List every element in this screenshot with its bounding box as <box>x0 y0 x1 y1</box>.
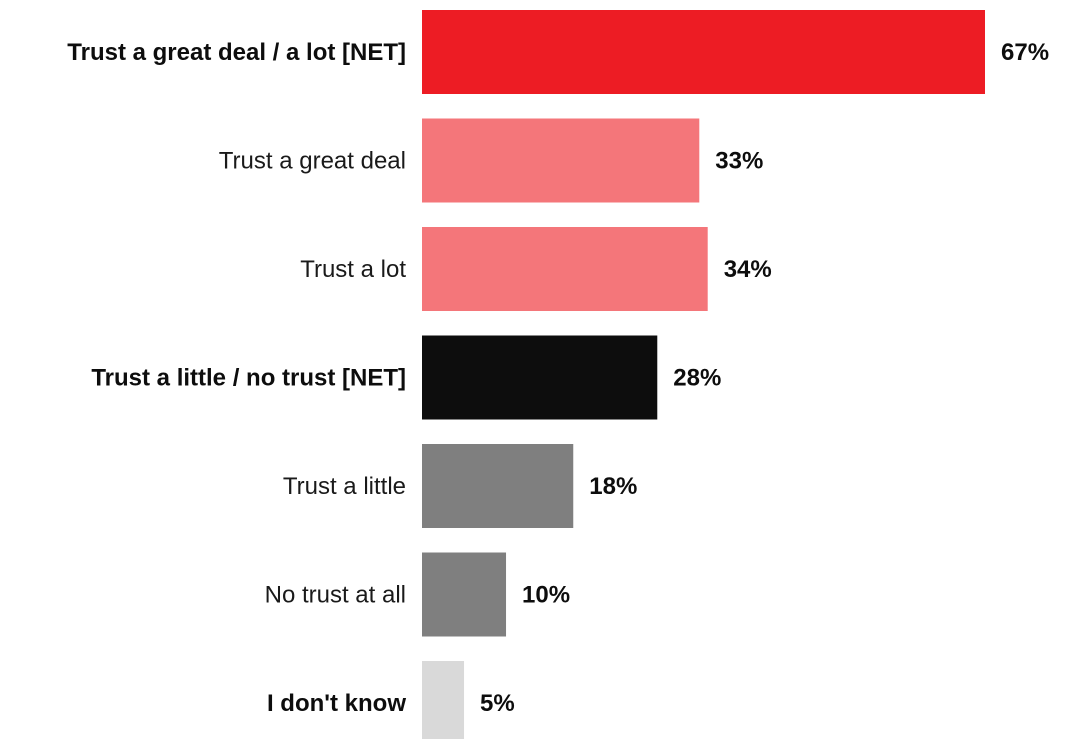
value-labels-group: 67% 33% 34% 28% 18% 10% 5% <box>480 39 1049 717</box>
value-label-3: 28% <box>673 365 721 392</box>
bar-6 <box>422 661 465 739</box>
category-label-3: Trust a little / no trust [NET] <box>91 365 406 392</box>
value-label-6: 5% <box>480 690 515 717</box>
bar-2 <box>422 227 708 311</box>
category-labels-group: Trust a great deal / a lot [NET] Trust a … <box>67 39 406 717</box>
category-label-1: Trust a great deal <box>219 148 406 175</box>
category-label-4: Trust a little <box>283 473 406 500</box>
value-label-5: 10% <box>522 582 570 609</box>
bar-5 <box>422 552 507 637</box>
value-label-1: 33% <box>715 148 763 175</box>
bar-0 <box>422 10 985 94</box>
value-label-2: 34% <box>724 256 772 283</box>
category-label-0: Trust a great deal / a lot [NET] <box>67 39 406 66</box>
bar-3 <box>422 335 658 420</box>
value-label-0: 67% <box>1001 39 1049 66</box>
category-label-2: Trust a lot <box>300 256 406 283</box>
category-label-5: No trust at all <box>265 582 406 609</box>
value-label-4: 18% <box>589 473 637 500</box>
bar-1 <box>422 118 700 203</box>
category-label-6: I don't know <box>267 690 406 717</box>
bar-4 <box>422 444 574 528</box>
bars-group <box>422 10 985 739</box>
